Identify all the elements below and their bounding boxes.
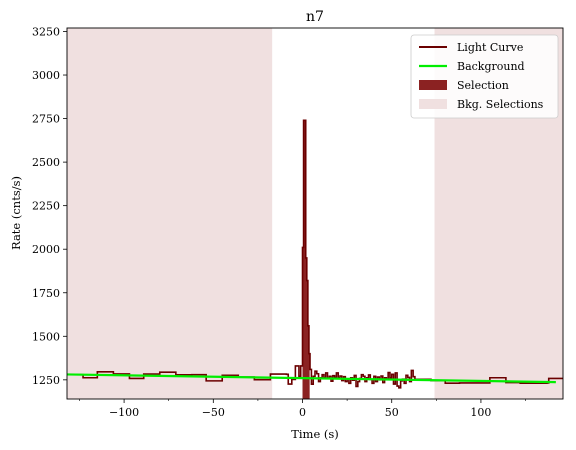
y-tick-label: 2250 [32,200,60,213]
x-tick-label: −50 [202,406,225,419]
y-tick-label: 1500 [32,330,60,343]
legend-label-bkg-selection: Bkg. Selections [457,98,544,111]
legend-label-background: Background [457,60,525,73]
x-axis-label: Time (s) [291,427,339,441]
x-tick-label: 50 [385,406,399,419]
y-axis: 1250 1500 1750 2000 2250 2500 2750 3000 3250 [32,25,67,387]
y-tick-label: 1750 [32,287,60,300]
x-axis: −100 −50 0 50 100 [79,399,526,419]
y-tick-label: 2000 [32,243,60,256]
x-tick-label: 0 [299,406,306,419]
y-tick-label: 2500 [32,156,60,169]
legend: Light Curve Background Selection Bkg. Se… [410,34,559,119]
bkg-selection-region [67,28,273,399]
background-layer [66,373,556,384]
y-axis-label: Rate (cnts/s) [9,176,23,250]
legend-box [410,34,559,119]
legend-label-light-curve: Light Curve [457,41,523,54]
legend-swatch-bkg-selection [419,99,447,109]
y-tick-label: 3250 [32,25,60,38]
chart-title: n7 [306,9,324,25]
legend-swatch-selection [419,80,447,90]
y-tick-label: 2750 [32,113,60,126]
x-tick-label: 100 [470,406,491,419]
legend-label-selection: Selection [457,79,509,92]
y-tick-label: 3000 [32,69,60,82]
background-series [66,373,556,384]
x-tick-label: −100 [109,406,139,419]
y-tick-label: 1250 [32,374,60,387]
plot-frame [66,27,564,400]
